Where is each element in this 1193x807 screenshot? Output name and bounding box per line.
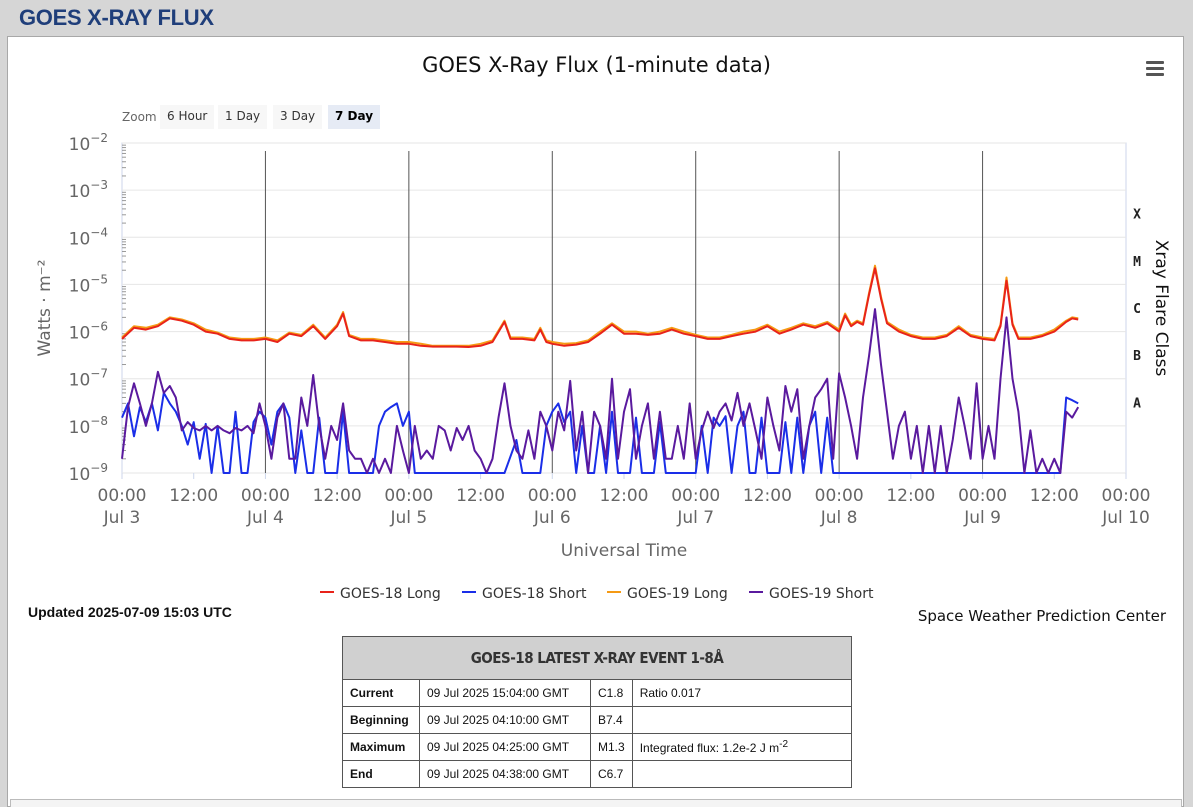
event-row-label: Beginning [342,706,420,734]
bottom-scrollbar[interactable] [10,799,1182,807]
legend-goes18-long[interactable]: GOES-18 Long [320,586,441,602]
series-line-goes-18-long [121,267,1079,348]
x-tick-time-label: 00:00 [815,486,864,506]
event-row-extra-text: Ratio 0.017 [639,686,702,700]
event-row-label: Maximum [342,733,420,761]
table-row: Maximum 09 Jul 2025 04:25:00 GMT M1.3 In… [342,733,853,761]
legend-label: GOES-19 Short [769,586,874,602]
x-tick-date-label: Jul 6 [533,508,571,528]
series-line-goes-19-short [121,308,1080,474]
zoom-7-day-button[interactable]: 7 Day [328,105,381,129]
x-tick-time-label: 12:00 [1030,486,1079,506]
x-tick-time-label: 12:00 [456,486,505,506]
event-row-time: 09 Jul 2025 04:10:00 GMT [419,706,591,734]
legend-goes19-long[interactable]: GOES-19 Long [607,586,728,602]
y-tick-label: 10−5 [69,272,108,296]
y-tick-label: 10−3 [69,178,108,202]
event-row-label: End [342,760,420,788]
legend-goes18-short[interactable]: GOES-18 Short [462,586,587,602]
x-tick-time-label: 00:00 [528,486,577,506]
zoom-3-day-button[interactable]: 3 Day [273,105,323,129]
flare-class-label: M [1133,255,1141,270]
y-tick-label: 10−9 [69,461,108,485]
x-tick-time-label: 12:00 [169,486,218,506]
flare-class-label: A [1133,396,1141,411]
y-tick-label: 10−7 [69,367,108,391]
x-tick-date-label: Jul 4 [246,508,284,528]
x-tick-time-label: 12:00 [313,486,362,506]
event-row-time: 09 Jul 2025 15:04:00 GMT [419,679,591,707]
latest-xray-event-table: GOES-18 LATEST X-RAY EVENT 1-8Å Current … [342,636,853,788]
flare-class-label: X [1133,208,1141,223]
legend-swatch [462,591,476,593]
flare-class-axis-title: Xray Flare Class [1151,240,1171,377]
event-row-time: 09 Jul 2025 04:38:00 GMT [419,760,591,788]
hamburger-menu-icon[interactable] [1146,61,1164,76]
plot-area [121,142,1127,474]
x-tick-time-label: 12:00 [886,486,935,506]
legend-label: GOES-19 Long [627,586,728,602]
event-row-extra: Integrated flux: 1.2e-2 J m-2 [631,733,853,761]
y-tick-label: 10−8 [69,414,108,438]
legend-label: GOES-18 Short [482,586,587,602]
x-axis-title: Universal Time [561,541,687,561]
table-row: Current 09 Jul 2025 15:04:00 GMT C1.8 Ra… [342,679,853,707]
event-row-class: C6.7 [590,760,633,788]
y-tick-label: 10−4 [69,225,108,249]
x-tick-date-label: Jul 5 [389,508,427,528]
y-tick-label: 10−6 [69,320,108,344]
page-heading: GOES X-RAY FLUX [19,5,214,30]
zoom-6-hour-button[interactable]: 6 Hour [160,105,215,129]
y-axis-title: Watts · m⁻² [35,260,55,357]
updated-timestamp: Updated 2025-07-09 15:03 UTC [28,604,232,620]
legend-swatch [607,591,621,593]
y-tick-label: 10−2 [69,131,108,155]
xray-flux-chart: 10−210−310−410−510−610−710−810−900:00Jul… [35,131,1171,561]
zoom-label: Zoom [122,110,157,124]
x-tick-date-label: Jul 9 [963,508,1001,528]
table-row: Beginning 09 Jul 2025 04:10:00 GMT B7.4 [342,706,853,734]
x-tick-time-label: 12:00 [743,486,792,506]
series-line-goes-18-short [121,391,1079,474]
x-tick-time-label: 00:00 [98,486,147,506]
event-row-extra [631,706,853,734]
x-tick-time-label: 00:00 [384,486,433,506]
legend-label: GOES-18 Long [340,586,441,602]
x-tick-time-label: 12:00 [600,486,649,506]
x-tick-time-label: 00:00 [1102,486,1151,506]
event-row-time: 09 Jul 2025 04:25:00 GMT [419,733,591,761]
legend-swatch [320,591,334,593]
page-header: GOES X-RAY FLUX [0,0,1193,36]
x-tick-date-label: Jul 10 [1101,508,1150,528]
legend-goes19-short[interactable]: GOES-19 Short [749,586,874,602]
event-table-title: GOES-18 LATEST X-RAY EVENT 1-8Å [342,636,852,680]
chart-title: GOES X-Ray Flux (1-minute data) [422,53,771,77]
chart-credits[interactable]: Space Weather Prediction Center [917,607,1166,625]
x-tick-date-label: Jul 7 [676,508,714,528]
event-row-class: B7.4 [590,706,633,734]
x-tick-date-label: Jul 3 [103,508,141,528]
flare-class-label: B [1133,349,1141,364]
event-row-extra [631,760,853,788]
x-tick-time-label: 00:00 [241,486,290,506]
table-row: End 09 Jul 2025 04:38:00 GMT C6.7 [342,760,853,788]
event-row-extra: Ratio 0.017 [631,679,853,707]
event-row-class: C1.8 [590,679,633,707]
flare-class-label: C [1133,302,1141,317]
x-tick-date-label: Jul 8 [820,508,858,528]
zoom-1-day-button[interactable]: 1 Day [218,105,268,129]
event-row-extra-sup: -2 [779,739,789,750]
event-row-class: M1.3 [590,733,633,761]
event-row-label: Current [342,679,420,707]
x-tick-time-label: 00:00 [958,486,1007,506]
legend-swatch [749,591,763,593]
event-row-extra-text: Integrated flux: 1.2e-2 J m [639,741,780,755]
x-tick-time-label: 00:00 [671,486,720,506]
